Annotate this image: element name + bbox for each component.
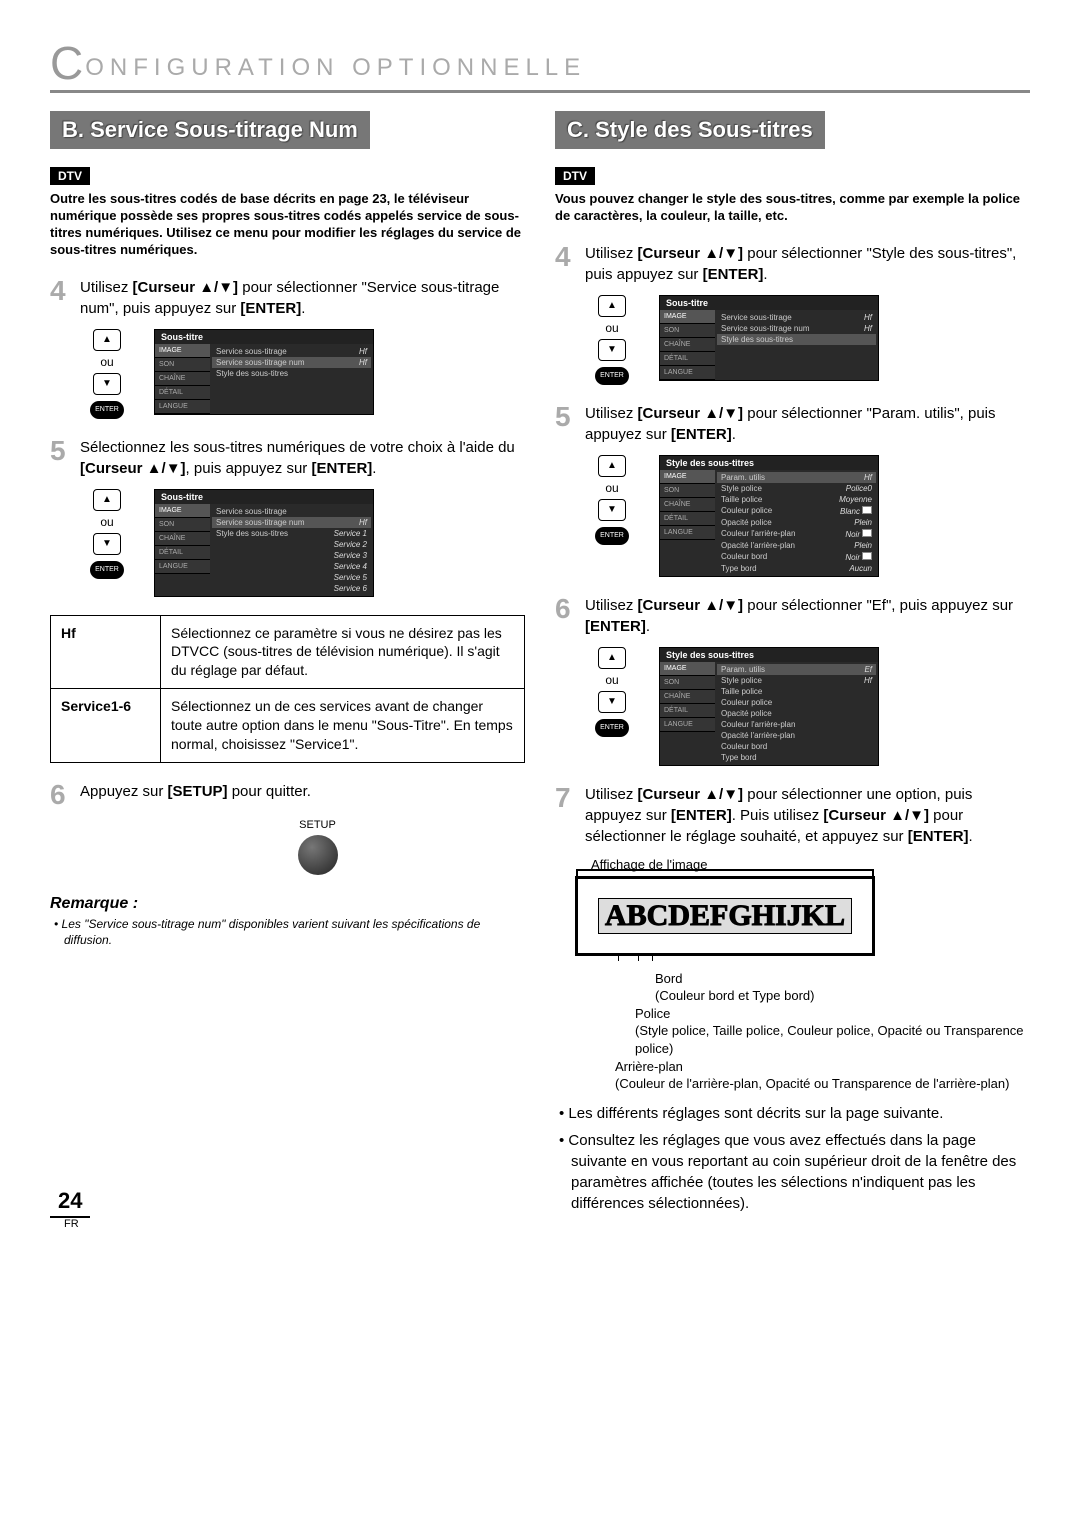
osd-c5: Style des sous-titresIMAGESONCHAÎNEDÉTAI… [659, 455, 879, 577]
setup-button-diagram: SETUP [110, 819, 525, 875]
step-b5: 5 Sélectionnez les sous-titres numérique… [50, 437, 525, 479]
osd-c6: Style des sous-titresIMAGESONCHAÎNEDÉTAI… [659, 647, 879, 766]
step-c7: 7 Utilisez [Curseur ▲/▼] pour sélectionn… [555, 784, 1030, 847]
list-item: Les différents réglages sont décrits sur… [555, 1103, 1030, 1124]
table-cell: Hf [51, 615, 161, 689]
table-cell: Service1-6 [51, 689, 161, 763]
table-cell: Sélectionnez ce paramètre si vous ne dés… [161, 615, 525, 689]
remote-icon: ▲ ou ▼ ENTER [90, 489, 124, 579]
bullet-list: Les différents réglages sont décrits sur… [555, 1103, 1030, 1214]
step-body: Utilisez [Curseur ▲/▼] pour sélectionner… [80, 277, 525, 319]
step-c4: 4 Utilisez [Curseur ▲/▼] pour sélectionn… [555, 243, 1030, 285]
section-c-heading: C. Style des Sous-titres [555, 111, 825, 149]
note-body: • Les "Service sous-titrage num" disponi… [50, 917, 525, 948]
list-item: Consultez les réglages que vous avez eff… [555, 1130, 1030, 1214]
display-diagram: Affichage de l'image ABCDEFGHIJKL Bord (… [575, 857, 1030, 1093]
param-table: HfSélectionnez ce paramètre si vous ne d… [50, 615, 525, 763]
step-num: 4 [50, 277, 72, 319]
section-c-intro: Vous pouvez changer le style des sous-ti… [555, 191, 1030, 225]
section-b-intro: Outre les sous-titres codés de base décr… [50, 191, 525, 259]
section-b-heading: B. Service Sous-titrage Num [50, 111, 370, 149]
right-column: C. Style des Sous-titres DTV Vous pouvez… [555, 111, 1030, 1220]
remote-icon: ▲ou▼ENTER [595, 647, 629, 737]
osd-b4: Sous-titreIMAGESONCHAÎNEDÉTAILLANGUEServ… [154, 329, 374, 415]
title-c: C [50, 40, 83, 86]
osd-b5: Sous-titreIMAGESONCHAÎNEDÉTAILLANGUEServ… [154, 489, 374, 597]
osd-c4: Sous-titreIMAGESONCHAÎNEDÉTAILLANGUEServ… [659, 295, 879, 381]
step-b4: 4 Utilisez [Curseur ▲/▼] pour sélectionn… [50, 277, 525, 319]
legend: Bord (Couleur bord et Type bord) Police … [575, 970, 1030, 1093]
down-icon: ▼ [93, 373, 121, 395]
left-column: B. Service Sous-titrage Num DTV Outre le… [50, 111, 525, 1220]
title-rest: ONFIGURATION OPTIONNELLE [85, 54, 586, 82]
step-b6: 6 Appuyez sur [SETUP] pour quitter. [50, 781, 525, 809]
remote-icon: ▲ ou ▼ ENTER [90, 329, 124, 419]
page-number: 24 FR [50, 1188, 90, 1230]
table-cell: Sélectionnez un de ces services avant de… [161, 689, 525, 763]
sample-text: ABCDEFGHIJKL [598, 898, 852, 934]
step-c6: 6 Utilisez [Curseur ▲/▼] pour sélectionn… [555, 595, 1030, 637]
note-heading: Remarque : [50, 895, 525, 913]
dtv-badge: DTV [50, 167, 90, 185]
page-title: C ONFIGURATION OPTIONNELLE [50, 40, 1030, 93]
step-c5: 5 Utilisez [Curseur ▲/▼] pour sélectionn… [555, 403, 1030, 445]
enter-icon: ENTER [90, 401, 124, 419]
remote-icon: ▲ou▼ENTER [595, 295, 629, 385]
up-icon: ▲ [93, 329, 121, 351]
remote-icon: ▲ou▼ENTER [595, 455, 629, 545]
setup-button-icon [298, 835, 338, 875]
dtv-badge: DTV [555, 167, 595, 185]
